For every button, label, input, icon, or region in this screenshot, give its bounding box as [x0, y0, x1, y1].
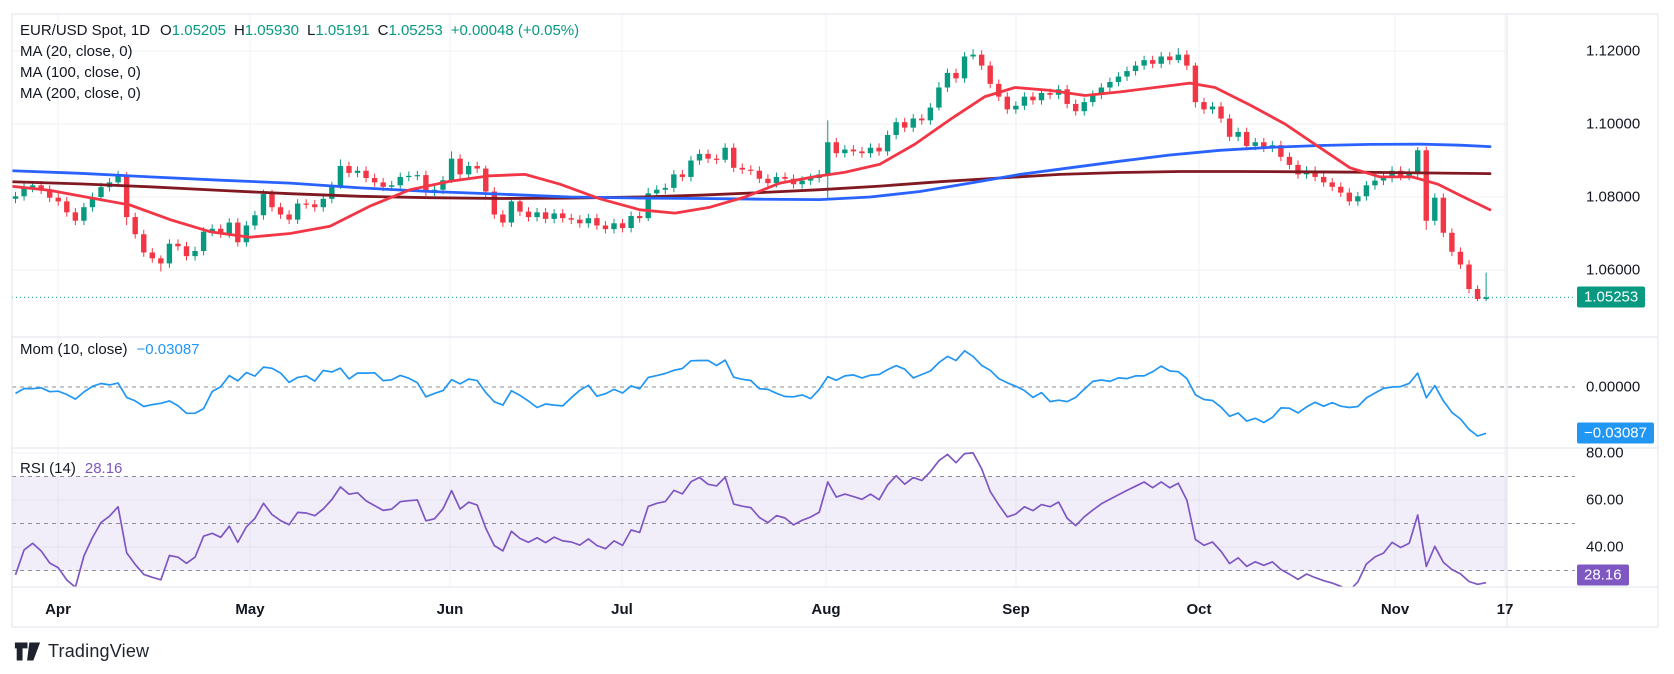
momentum-axis-label: 0.00000: [1586, 378, 1641, 396]
ohlc-low: L1.05191: [307, 22, 370, 39]
price-axis-label: 1.12000: [1586, 42, 1641, 60]
time-axis-label: Nov: [1380, 601, 1410, 618]
ohlc-close: C1.05253: [377, 22, 443, 39]
time-axis-label: Jul: [611, 601, 633, 618]
time-axis-label: Apr: [45, 601, 71, 618]
ma20-legend[interactable]: MA (20, close, 0): [20, 43, 133, 60]
rsi-axis-label: 60.00: [1586, 491, 1624, 509]
time-axis-label: Jun: [436, 601, 464, 618]
momentum-badge: −0.03087: [1577, 422, 1654, 444]
tradingview-logo-icon: [14, 642, 41, 661]
rsi-legend[interactable]: RSI (14) 28.16: [20, 460, 123, 477]
symbol-ohlc-row[interactable]: EUR/USD Spot, 1D O1.05205 H1.05930 L1.05191…: [20, 20, 579, 41]
tradingview-logo[interactable]: TradingView: [14, 641, 149, 662]
time-axis-label: 17: [1496, 601, 1514, 618]
last-price-badge: 1.05253: [1577, 286, 1646, 308]
momentum-value: −0.03087: [136, 341, 200, 358]
rsi-value: 28.16: [84, 460, 123, 477]
ohlc-high: H1.05930: [233, 22, 300, 39]
symbol-legend[interactable]: EUR/USD Spot, 1D O1.05205 H1.05930 L1.05191…: [20, 20, 579, 104]
price-axis-label: 1.08000: [1586, 188, 1641, 206]
ma100-legend[interactable]: MA (100, close, 0): [20, 64, 141, 81]
time-axis-label: May: [235, 601, 265, 618]
price-axis-label: 1.06000: [1586, 261, 1641, 279]
rsi-axis-label: 80.00: [1586, 444, 1624, 462]
time-axis-label: Aug: [811, 601, 841, 618]
candles-layer: [12, 48, 1489, 302]
time-axis-label: Sep: [1002, 601, 1030, 618]
symbol-title: EUR/USD Spot, 1D: [20, 22, 151, 39]
ohlc-open: O1.05205: [160, 22, 226, 39]
price-axis-label: 1.10000: [1586, 115, 1641, 133]
rsi-badge: 28.16: [1577, 564, 1629, 586]
tradingview-logo-text: TradingView: [48, 641, 150, 661]
rsi-axis-label: 40.00: [1586, 538, 1624, 556]
momentum-legend[interactable]: Mom (10, close) −0.03087: [20, 341, 200, 358]
ma200-legend[interactable]: MA (200, close, 0): [20, 85, 141, 102]
change-value: +0.00048 (+0.05%): [450, 22, 580, 39]
time-axis-label: Oct: [1186, 601, 1212, 618]
